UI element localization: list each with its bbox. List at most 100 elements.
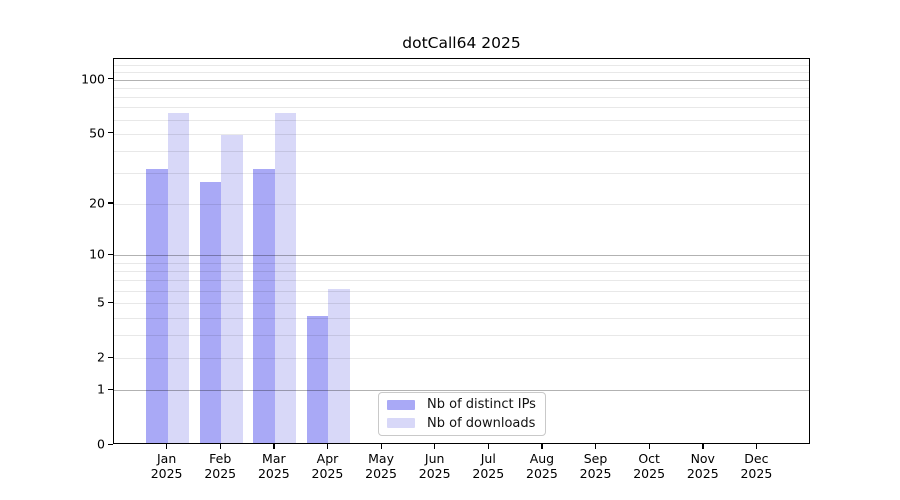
gridline-major-10: [114, 255, 809, 257]
x-tick-year: 2025: [472, 466, 505, 481]
y-tick-label-10: 10: [89, 246, 105, 262]
legend-swatch-icon: [387, 418, 415, 429]
x-tick-month: Sep: [583, 451, 608, 466]
x-tick-year: 2025: [311, 466, 344, 481]
x-tick-year: 2025: [633, 466, 666, 481]
x-tick-year: 2025: [579, 466, 612, 481]
x-tick-label-feb: Feb 2025: [192, 451, 248, 481]
x-tick-may: [380, 444, 382, 449]
gridline-minor-120: [114, 65, 809, 67]
x-tick-jan: [166, 444, 168, 449]
x-tick-month: Feb: [209, 451, 232, 466]
x-tick-label-jul: Jul 2025: [460, 451, 516, 481]
legend-item-nb-of-distinct-ips: Nb of distinct IPs: [385, 397, 539, 413]
x-tick-label-apr: Apr 2025: [299, 451, 355, 481]
x-tick-jun: [434, 444, 436, 449]
x-tick-year: 2025: [418, 466, 451, 481]
gridline-minor-7: [114, 280, 809, 282]
x-tick-nov: [702, 444, 704, 449]
bar-nb-of-downloads-apr: [328, 288, 350, 443]
y-tick-20: [108, 202, 113, 204]
bar-nb-of-downloads-mar: [274, 112, 297, 443]
gridline-minor-3: [114, 335, 809, 337]
y-tick-label-50: 50: [89, 125, 105, 141]
x-tick-year: 2025: [740, 466, 773, 481]
legend-label: Nb of downloads: [427, 415, 536, 431]
gridline-minor-70: [114, 107, 809, 109]
bar-nb-of-downloads-feb: [221, 134, 243, 443]
gridline-minor-110: [114, 72, 809, 74]
x-tick-label-jun: Jun 2025: [407, 451, 463, 481]
x-tick-label-may: May 2025: [353, 451, 409, 481]
x-tick-label-nov: Nov 2025: [675, 451, 731, 481]
x-tick-dec: [755, 444, 758, 449]
y-tick-1: [108, 388, 113, 390]
gridline-minor-30: [114, 173, 809, 175]
y-tick-label-100: 100: [81, 71, 105, 87]
x-tick-month: Jun: [424, 451, 445, 466]
x-tick-month: Nov: [690, 451, 715, 466]
bar-nb-of-distinct-ips-apr: [306, 315, 329, 443]
x-tick-year: 2025: [365, 466, 397, 481]
x-tick-month: Mar: [262, 451, 286, 466]
y-tick-label-2: 2: [97, 349, 105, 365]
gridline-minor-2: [114, 358, 809, 360]
gridline-major-100: [114, 79, 809, 81]
gridline-minor-40: [114, 150, 809, 152]
y-tick-2: [108, 356, 113, 358]
x-tick-jul: [487, 444, 490, 449]
y-tick-100: [108, 78, 113, 80]
chart-title: dotCall64 2025: [402, 34, 521, 52]
gridline-minor-80: [114, 97, 809, 99]
x-tick-year: 2025: [257, 466, 290, 481]
y-tick-label-20: 20: [89, 195, 105, 211]
y-tick-label-0: 0: [97, 436, 105, 452]
y-tick-5: [108, 301, 113, 303]
y-tick-label-5: 5: [97, 294, 105, 310]
x-tick-month: Jul: [480, 451, 496, 466]
gridline-minor-8: [114, 271, 809, 273]
x-tick-label-dec: Dec 2025: [728, 451, 784, 481]
gridline-minor-6: [114, 290, 809, 292]
y-tick-label-1: 1: [97, 381, 105, 397]
x-tick-year: 2025: [686, 466, 719, 481]
gridline-minor-90: [114, 87, 809, 89]
x-tick-month: Dec: [744, 451, 769, 466]
x-tick-month: May: [368, 451, 394, 466]
x-tick-label-aug: Aug 2025: [514, 451, 570, 481]
x-tick-aug: [541, 444, 543, 449]
gridline-major-1: [114, 390, 809, 392]
x-tick-month: Jan: [156, 451, 177, 466]
gridline-minor-20: [114, 203, 809, 205]
x-tick-label-mar: Mar 2025: [246, 451, 302, 481]
legend: Nb of distinct IPs Nb of downloads: [378, 392, 546, 436]
x-tick-month: Oct: [638, 451, 660, 466]
x-tick-mar: [273, 444, 275, 449]
legend-swatch-icon: [387, 399, 415, 410]
x-tick-label-sep: Sep 2025: [568, 451, 624, 481]
x-tick-month: Apr: [316, 451, 339, 466]
gridline-minor-4: [114, 317, 809, 319]
plot-area: [113, 58, 810, 444]
x-tick-apr: [326, 444, 329, 449]
y-tick-0: [108, 443, 113, 445]
gridline-minor-60: [114, 119, 809, 121]
y-tick-10: [108, 253, 113, 255]
legend-label: Nb of distinct IPs: [427, 397, 536, 413]
x-tick-month: Aug: [529, 451, 555, 466]
bar-nb-of-distinct-ips-feb: [199, 182, 222, 443]
x-tick-oct: [648, 444, 650, 449]
x-tick-sep: [595, 444, 597, 449]
gridline-minor-50: [114, 133, 809, 135]
bar-nb-of-downloads-jan: [167, 112, 190, 443]
x-tick-year: 2025: [526, 466, 558, 481]
x-tick-feb: [219, 444, 222, 449]
y-tick-50: [108, 132, 113, 134]
gridline-minor-5: [114, 303, 809, 305]
bar-nb-of-distinct-ips-jan: [146, 168, 168, 443]
x-tick-year: 2025: [150, 466, 183, 481]
x-tick-year: 2025: [204, 466, 237, 481]
gridline-minor-9: [114, 262, 809, 264]
bar-nb-of-distinct-ips-mar: [253, 168, 275, 443]
